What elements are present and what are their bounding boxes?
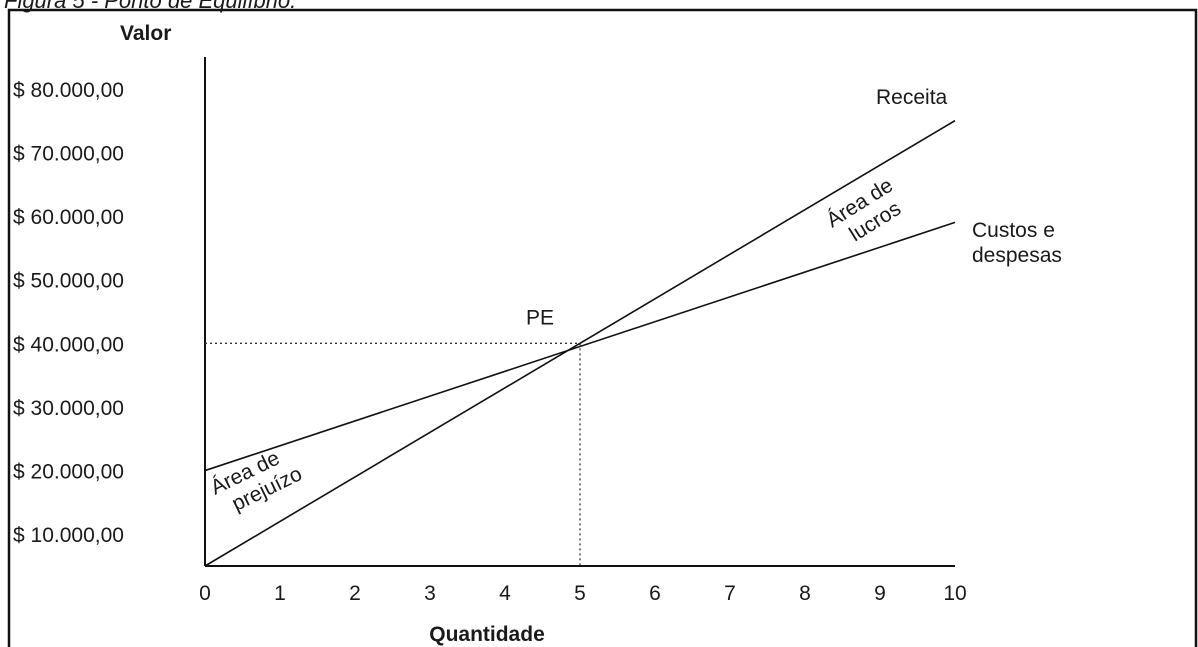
series-label-1: Custos e despesas [972,219,1062,267]
x-axis-title: Quantidade [429,623,545,646]
series-label-0: Receita [876,86,948,109]
break-even-guides: PE [205,306,581,566]
chart-border [7,8,1198,647]
y-tick-label: $ 70.000,00 [13,142,124,165]
x-tick-label: 10 [943,582,966,605]
series-lines [204,119,956,567]
y-axis-title: Valor [120,22,171,45]
x-tick-label: 7 [724,582,736,605]
figure-caption: Figura 5 - Ponto de Equilíbrio. [4,0,296,13]
profit-area-annotation: Área delucros [822,174,909,253]
x-tick-label: 2 [349,582,361,605]
series-line-1 [204,221,956,472]
x-tick-label: 0 [199,582,211,605]
y-tick-label: $ 40.000,00 [13,333,124,356]
y-tick-label: $ 30.000,00 [13,397,124,420]
y-tick-labels: $ 10.000,00 $ 20.000,00 $ 30.000,00 $ 40.00… [13,79,124,547]
x-tick-label: 9 [874,582,886,605]
x-tick-label: 4 [499,582,511,605]
y-tick-label: $ 80.000,00 [13,79,124,102]
series-line-0 [204,119,956,567]
x-tick-label: 3 [424,582,436,605]
x-tick-label: 6 [649,582,661,605]
y-tick-label: $ 50.000,00 [13,270,124,293]
y-tick-label: $ 10.000,00 [13,524,124,547]
x-tick-labels: 0 1 2 3 4 5 6 7 8 9 10 [199,582,967,605]
x-tick-label: 1 [274,582,286,605]
x-tick-label: 5 [574,582,586,605]
y-tick-label: $ 60.000,00 [13,206,124,229]
break-even-label: PE [526,306,554,329]
series-labels: Receita Custos e despesas [876,86,1062,267]
y-tick-label: $ 20.000,00 [13,461,124,484]
x-tick-label: 8 [799,582,811,605]
